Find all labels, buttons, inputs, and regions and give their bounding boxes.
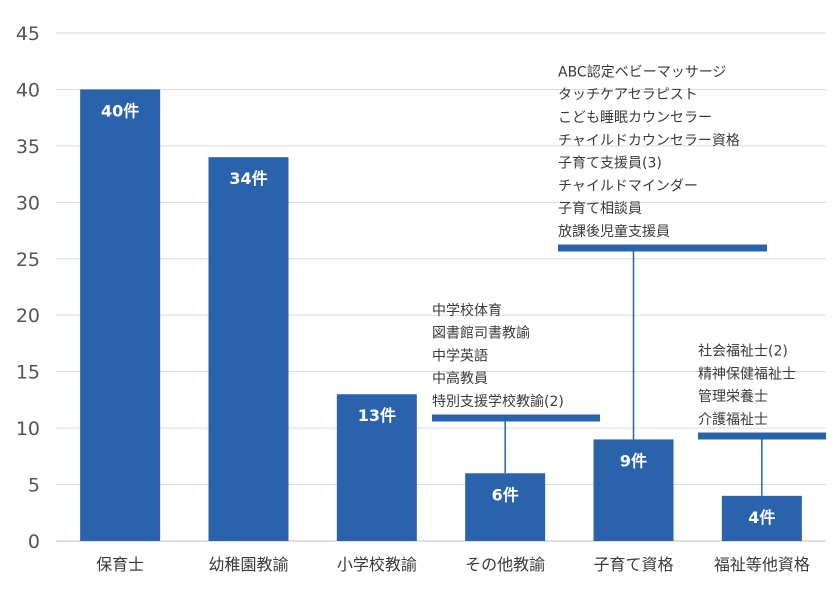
callout-bracket [432,414,600,422]
callout-item: 放課後児童支援員 [558,223,670,240]
data-label: 4件 [748,508,775,527]
data-label: 40件 [101,101,139,120]
callout-item: タッチケアセラピスト [558,87,698,103]
x-tick-label: 福祉等他資格 [714,555,810,574]
data-label: 34件 [229,169,267,188]
y-tick-label: 20 [16,305,40,327]
callout-item: 社会福祉士(2) [698,344,788,360]
callout-item: 管理栄養士 [698,388,768,405]
callout-item: 中高教員 [432,370,488,387]
bar [336,394,417,541]
callout-item: 介護福祉士 [698,412,768,428]
y-tick-label: 10 [16,418,40,440]
bar [465,473,546,541]
x-tick-label: 小学校教諭 [337,555,417,574]
callout-item: 中学英語 [432,347,488,364]
y-tick-label: 40 [16,79,40,101]
callout-item: ABC認定ベビーマッサージ [558,64,726,80]
callout-item: チャイルドマインダー [558,178,698,194]
y-tick-label: 45 [16,23,40,45]
callout-item: 子育て支援員(3) [558,156,662,172]
x-tick-label: 子育て資格 [593,555,673,574]
callout-item: 図書館司書教諭 [432,325,530,342]
bar [208,157,289,541]
callout-bracket [698,432,826,440]
data-label: 6件 [492,485,519,504]
callout-item: 精神保健福祉士 [698,366,796,382]
callout-item: チャイルドカウンセラー資格 [558,133,740,149]
x-tick-label: 保育士 [96,555,144,574]
y-tick-label: 5 [28,475,40,497]
bar [80,89,161,541]
data-label: 9件 [620,451,647,470]
y-tick-label: 35 [16,136,40,158]
callout-item: 特別支援学校教諭(2) [432,393,564,410]
callout-item: 中学校体育 [432,302,502,319]
callout-bracket [558,244,767,252]
bar [593,439,674,541]
data-label: 13件 [358,406,396,425]
y-tick-label: 30 [16,192,40,214]
y-tick-label: 0 [28,531,40,553]
callout-item: こども睡眠カウンセラー [558,110,712,126]
bar-layer [80,89,802,541]
bar [721,495,802,541]
y-tick-label: 15 [16,362,40,384]
x-tick-label: 幼稚園教諭 [208,555,288,574]
y-tick-label: 25 [16,249,40,271]
x-tick-label: その他教諭 [465,555,545,574]
callout-item: 子育て相談員 [558,201,642,217]
callout-layer [432,244,826,496]
grid-layer [56,32,826,542]
